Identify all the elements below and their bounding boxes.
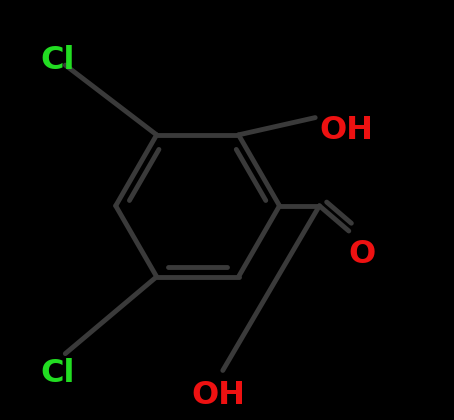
Text: Cl: Cl	[40, 358, 74, 389]
Text: OH: OH	[191, 380, 245, 411]
Text: Cl: Cl	[40, 45, 74, 76]
Text: O: O	[349, 239, 376, 270]
Text: OH: OH	[320, 115, 373, 146]
